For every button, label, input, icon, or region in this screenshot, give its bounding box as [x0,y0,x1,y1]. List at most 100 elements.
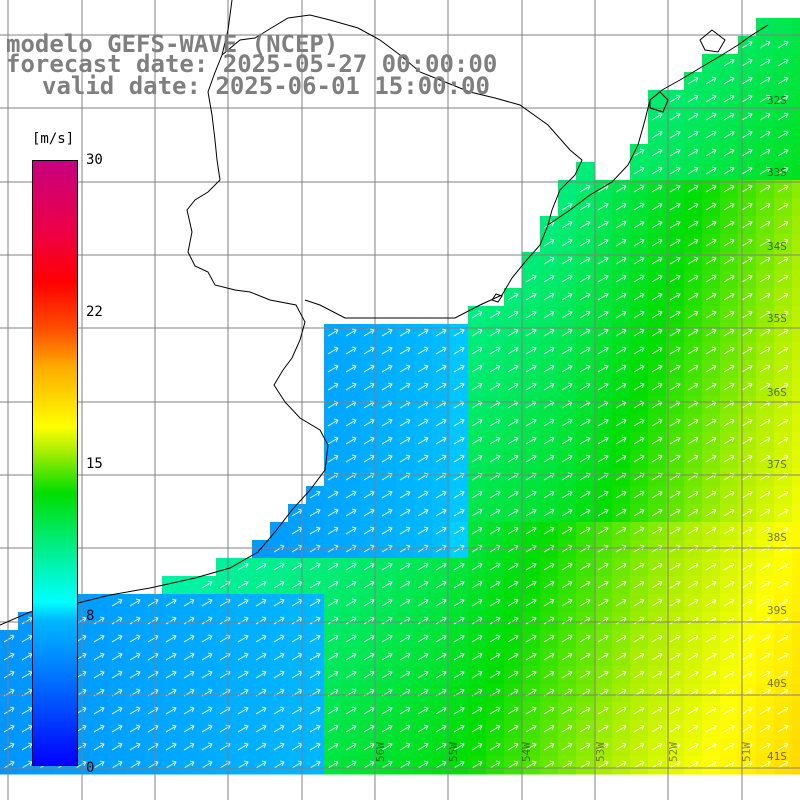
wind-arrow [633,562,645,571]
wind-arrow [435,436,447,445]
wind-arrow [615,274,627,283]
wind-arrow [741,634,753,643]
wind-arrow [687,202,699,211]
wind-arrow [759,220,771,229]
wind-arrow [111,724,123,733]
wind-arrow [777,40,789,49]
wind-arrow [777,310,789,319]
wind-arrow [471,670,483,679]
wind-arrow [525,274,537,283]
wind-arrow [525,364,537,373]
wind-arrow [3,670,15,679]
wind-arrow [309,490,321,499]
wind-arrow [471,616,483,625]
lon-label: 52W [667,742,680,762]
wind-arrow [759,310,771,319]
wind-arrow [669,634,681,643]
wind-arrow [183,724,195,733]
wind-arrow [705,292,717,301]
wind-arrow [669,202,681,211]
wind-arrow [687,670,699,679]
wind-arrow [705,310,717,319]
wind-arrow [507,328,519,337]
wind-arrow [651,598,663,607]
wind-arrow [579,544,591,553]
wind-arrow [489,562,501,571]
wind-arrow [633,490,645,499]
wind-arrow [417,544,429,553]
wind-arrow [687,598,699,607]
wind-arrow [435,544,447,553]
lat-label: 34S [767,240,787,253]
wind-arrow [471,742,483,751]
wind-arrow [651,292,663,301]
wind-arrow [435,364,447,373]
wind-arrow [579,508,591,517]
wind-arrow [777,706,789,715]
wind-arrow [345,544,357,553]
wind-arrow [705,562,717,571]
wind-arrow [759,40,771,49]
wind-arrow [507,526,519,535]
wind-arrow [651,382,663,391]
wind-arrow [651,490,663,499]
wind-arrow [471,508,483,517]
wind-arrow [669,364,681,373]
wind-arrow [741,184,753,193]
wind-arrow [633,670,645,679]
wind-arrow [453,508,465,517]
wind-arrow [165,616,177,625]
wind-arrow [435,616,447,625]
wind-arrow [651,256,663,265]
wind-arrow [669,670,681,679]
wind-arrow [543,292,555,301]
wind-arrow [741,94,753,103]
wind-arrow [633,292,645,301]
wind-arrow [759,148,771,157]
wind-arrow [687,706,699,715]
wind-arrow [723,130,735,139]
wind-arrow [741,526,753,535]
wind-arrow [345,760,357,769]
wind-arrow [615,526,627,535]
wind-arrow [489,760,501,769]
wind-arrow [255,670,267,679]
speed-cell [558,180,577,199]
wind-arrow [651,526,663,535]
wind-arrow [525,562,537,571]
wind-arrow [561,256,573,265]
wind-arrow [759,742,771,751]
wind-arrow [489,652,501,661]
wind-arrow [759,760,771,769]
wind-arrow [417,526,429,535]
wind-arrow [345,526,357,535]
speed-cell [792,198,800,217]
wind-arrow [687,148,699,157]
wind-arrow [651,724,663,733]
wind-arrow [633,310,645,319]
wind-arrow [723,202,735,211]
wind-arrow [777,58,789,67]
wind-arrow [309,562,321,571]
speed-cell [792,162,800,181]
colorbar-tick-30: 30 [86,152,103,168]
wind-arrow [543,670,555,679]
speed-cell [792,90,800,109]
speed-cell [792,720,800,739]
speed-cell [216,558,235,577]
wind-arrow [651,418,663,427]
wind-arrow [669,454,681,463]
wind-arrow [687,166,699,175]
wind-arrow [345,454,357,463]
wind-arrow [705,490,717,499]
wind-arrow [255,724,267,733]
wind-arrow [327,508,339,517]
wind-arrow [741,148,753,157]
wind-arrow [453,760,465,769]
wind-arrow [453,580,465,589]
wind-arrow [615,562,627,571]
lat-label: 41S [767,750,787,763]
speed-cell [792,738,800,757]
wind-arrow [651,760,663,769]
wind-arrow [255,706,267,715]
